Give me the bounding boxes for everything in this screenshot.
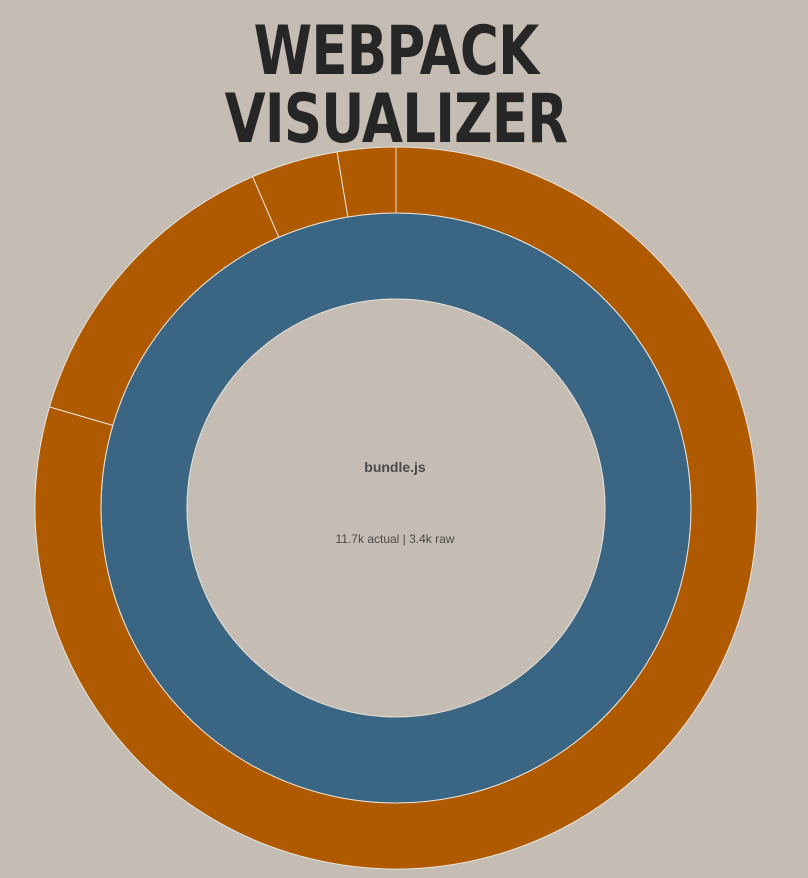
selected-module-name: bundle.js	[364, 459, 426, 475]
sunburst-segment-ring2-4[interactable]	[336, 146, 397, 218]
sunburst-segment-ring1-1[interactable]	[100, 212, 692, 804]
sunburst-segment-ring2-1[interactable]	[34, 146, 758, 870]
app-title: WEBPACK VISUALIZER	[224, 12, 569, 159]
selected-module-size: 11.7k actual | 3.4k raw	[335, 532, 455, 546]
